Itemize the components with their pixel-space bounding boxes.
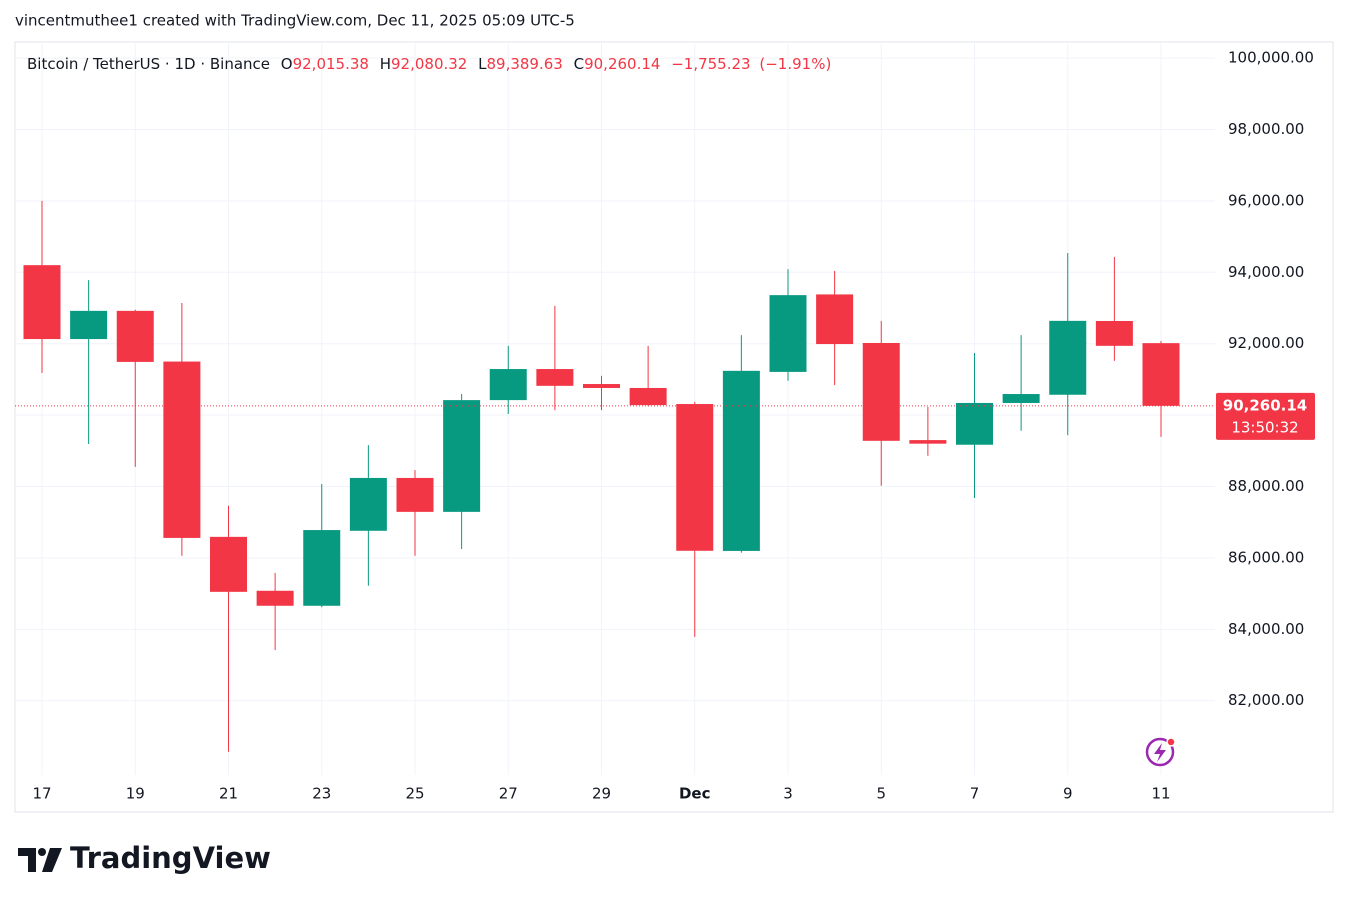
x-tick-label: 25 xyxy=(405,785,424,803)
y-tick-label: 86,000.00 xyxy=(1228,548,1304,566)
symbol: Bitcoin / TetherUS · 1D · Binance xyxy=(27,55,270,73)
candle-body xyxy=(116,310,154,362)
candle-body xyxy=(349,477,387,531)
candle-body xyxy=(1142,343,1180,406)
x-tick-label: 3 xyxy=(783,785,793,803)
y-tick-label: 100,000.00 xyxy=(1228,49,1314,67)
x-tick-label: 27 xyxy=(499,785,518,803)
legend: Bitcoin / TetherUS · 1D · Binance O92,01… xyxy=(27,55,831,73)
candle-body xyxy=(1002,394,1040,403)
x-tick-label: 29 xyxy=(592,785,611,803)
candle-body xyxy=(489,369,527,401)
x-tick-label: 7 xyxy=(970,785,980,803)
x-tick-label: 5 xyxy=(876,785,886,803)
candle-body xyxy=(163,361,201,538)
candle-body xyxy=(210,536,247,592)
candle-body xyxy=(1095,320,1133,346)
y-tick-label: 88,000.00 xyxy=(1228,477,1304,495)
candle-body xyxy=(583,384,620,388)
y-tick-label: 82,000.00 xyxy=(1228,691,1304,709)
candle-body xyxy=(1049,320,1087,395)
candles xyxy=(23,200,1180,752)
change: −1,755.23 xyxy=(671,55,750,73)
legend-key: L xyxy=(478,55,487,73)
x-tick-label: 11 xyxy=(1151,785,1170,803)
y-tick-label: 98,000.00 xyxy=(1228,120,1304,138)
x-tick-label: 21 xyxy=(219,785,238,803)
price-tag xyxy=(1216,392,1315,440)
candle-body xyxy=(629,387,667,406)
candle-body xyxy=(909,440,947,444)
x-tick-label: 17 xyxy=(32,785,51,803)
legend-value: 90,260.14 xyxy=(584,55,660,73)
brand-logo xyxy=(18,848,62,872)
legend-value: 92,080.32 xyxy=(391,55,467,73)
y-tick-label: 84,000.00 xyxy=(1228,620,1304,638)
countdown: 13:50:32 xyxy=(1231,418,1298,436)
x-tick-label: 19 xyxy=(126,785,145,803)
candle-body xyxy=(256,590,294,606)
attribution: vincentmuthee1 created with TradingView.… xyxy=(15,12,575,30)
y-tick-label: 96,000.00 xyxy=(1228,191,1304,209)
change-percent: (−1.91%) xyxy=(759,55,831,73)
x-tick-label: Dec xyxy=(679,785,711,803)
y-tick-label: 94,000.00 xyxy=(1228,263,1304,281)
legend-key: C xyxy=(574,55,584,73)
y-tick-label: 92,000.00 xyxy=(1228,334,1304,352)
legend-value: 89,389.63 xyxy=(486,55,562,73)
x-tick-label: 23 xyxy=(312,785,331,803)
candle-body xyxy=(862,342,900,441)
alert-icon xyxy=(1145,737,1176,767)
candle-body xyxy=(956,402,993,445)
candle-body xyxy=(23,265,61,340)
candle-body xyxy=(536,369,574,386)
candle-body xyxy=(70,310,108,340)
legend-key: H xyxy=(380,55,391,73)
x-tick-label: 9 xyxy=(1063,785,1073,803)
chart-frame xyxy=(14,41,1334,813)
candle-body xyxy=(769,295,807,372)
brand: TradingView xyxy=(70,841,271,875)
legend-value: 92,015.38 xyxy=(293,55,369,73)
legend-key: O xyxy=(281,55,293,73)
candle-body xyxy=(816,294,854,345)
candle-body xyxy=(722,370,760,551)
candle-body xyxy=(396,477,434,512)
candle-body xyxy=(676,404,714,551)
price-tag-value: 90,260.14 xyxy=(1223,396,1307,414)
candle-body xyxy=(303,530,341,606)
candle-body xyxy=(443,400,481,512)
